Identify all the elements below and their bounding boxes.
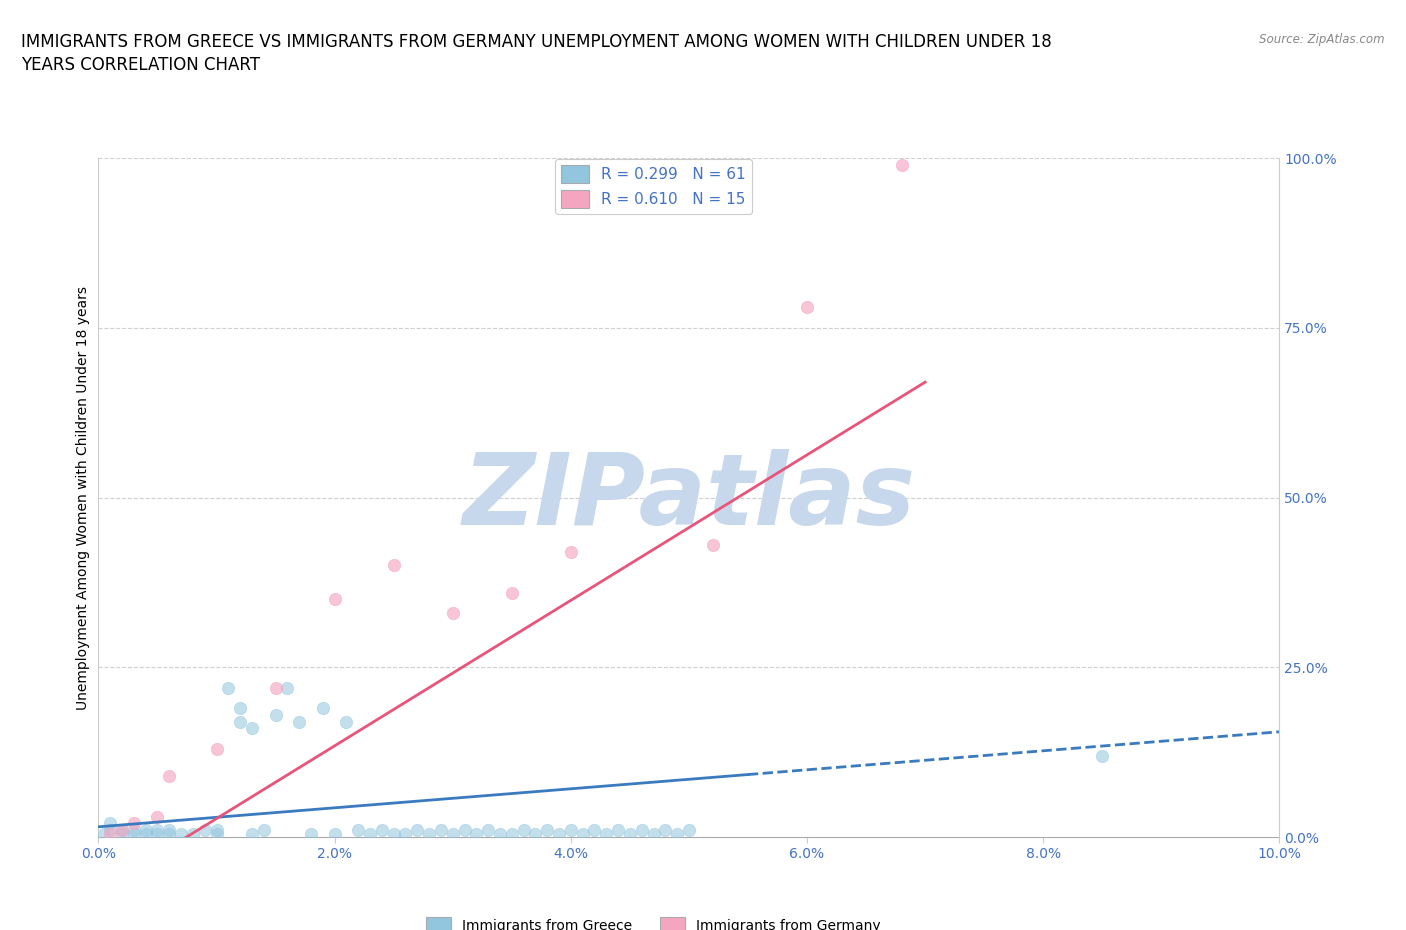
Point — [465, 826, 488, 841]
Point — [371, 823, 394, 838]
Point — [111, 823, 134, 838]
Point — [194, 823, 217, 838]
Point — [312, 700, 335, 715]
Point — [630, 823, 652, 838]
Point — [157, 823, 180, 838]
Point — [98, 823, 121, 838]
Point — [548, 826, 571, 841]
Point — [335, 714, 357, 729]
Point — [299, 826, 322, 841]
Point — [217, 680, 239, 695]
Point — [501, 826, 523, 841]
Point — [347, 823, 370, 838]
Point — [441, 605, 464, 620]
Point — [418, 826, 440, 841]
Point — [205, 741, 228, 756]
Point — [666, 826, 689, 841]
Legend: Immigrants from Greece, Immigrants from Germany: Immigrants from Greece, Immigrants from … — [420, 911, 886, 930]
Point — [122, 826, 145, 841]
Point — [240, 826, 263, 841]
Point — [560, 823, 582, 838]
Point — [359, 826, 381, 841]
Point — [702, 538, 724, 552]
Text: YEARS CORRELATION CHART: YEARS CORRELATION CHART — [21, 56, 260, 73]
Point — [240, 721, 263, 736]
Point — [323, 826, 346, 841]
Point — [276, 680, 298, 695]
Point — [394, 826, 416, 841]
Point — [323, 592, 346, 607]
Point — [619, 826, 641, 841]
Point — [264, 708, 287, 723]
Point — [288, 714, 311, 729]
Point — [205, 823, 228, 838]
Point — [253, 823, 276, 838]
Point — [654, 823, 676, 838]
Point — [135, 823, 157, 838]
Point — [524, 826, 547, 841]
Point — [170, 826, 193, 841]
Point — [890, 157, 912, 172]
Point — [560, 544, 582, 559]
Point — [678, 823, 700, 838]
Point — [146, 809, 169, 824]
Point — [382, 826, 405, 841]
Point — [98, 816, 121, 830]
Y-axis label: Unemployment Among Women with Children Under 18 years: Unemployment Among Women with Children U… — [76, 286, 90, 710]
Point — [93, 826, 115, 841]
Point — [122, 823, 145, 838]
Point — [111, 823, 134, 838]
Point — [1091, 748, 1114, 763]
Text: Source: ZipAtlas.com: Source: ZipAtlas.com — [1260, 33, 1385, 46]
Point — [98, 826, 121, 841]
Point — [146, 826, 169, 841]
Point — [489, 826, 512, 841]
Point — [583, 823, 606, 838]
Point — [441, 826, 464, 841]
Point — [146, 823, 169, 838]
Point — [796, 300, 818, 315]
Point — [406, 823, 429, 838]
Text: ZIPatlas: ZIPatlas — [463, 449, 915, 546]
Point — [430, 823, 453, 838]
Point — [453, 823, 475, 838]
Point — [512, 823, 534, 838]
Point — [264, 680, 287, 695]
Point — [122, 816, 145, 830]
Point — [477, 823, 499, 838]
Point — [607, 823, 630, 838]
Point — [135, 826, 157, 841]
Point — [595, 826, 617, 841]
Point — [229, 700, 252, 715]
Point — [181, 826, 204, 841]
Text: IMMIGRANTS FROM GREECE VS IMMIGRANTS FROM GERMANY UNEMPLOYMENT AMONG WOMEN WITH : IMMIGRANTS FROM GREECE VS IMMIGRANTS FRO… — [21, 33, 1052, 50]
Point — [157, 826, 180, 841]
Point — [536, 823, 558, 838]
Point — [111, 826, 134, 841]
Point — [229, 714, 252, 729]
Point — [643, 826, 665, 841]
Point — [157, 768, 180, 783]
Point — [205, 826, 228, 841]
Point — [501, 585, 523, 600]
Point — [382, 558, 405, 573]
Point — [571, 826, 593, 841]
